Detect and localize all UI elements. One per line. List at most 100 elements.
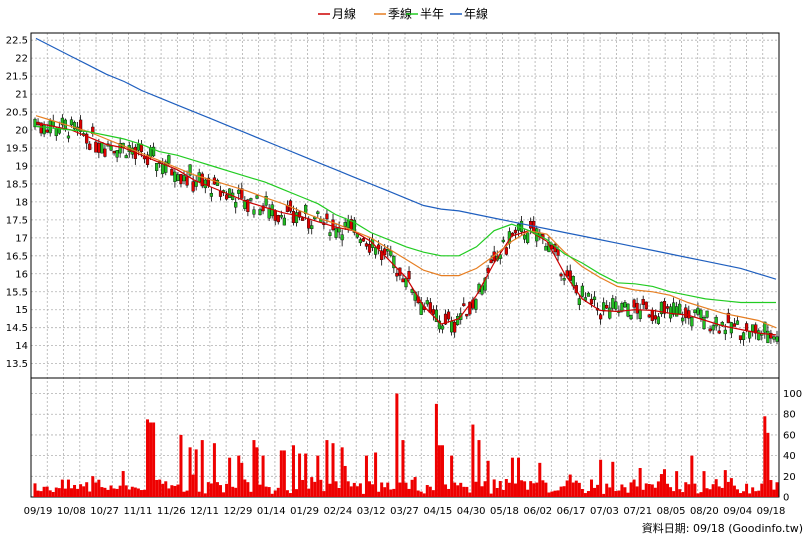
candle-body xyxy=(380,250,384,260)
volume-bar xyxy=(398,482,402,497)
volume-bar xyxy=(684,482,688,497)
volume-bar xyxy=(748,493,752,497)
candle-body xyxy=(392,256,396,269)
candle-body xyxy=(240,188,244,199)
volume-bar xyxy=(51,491,55,497)
volume-bar xyxy=(520,480,524,497)
candle-body xyxy=(316,211,320,214)
volume-bar xyxy=(647,484,651,497)
volume-bar xyxy=(596,484,600,497)
volume-bar xyxy=(590,479,593,497)
ma-line-季線 xyxy=(35,115,777,329)
candle-body xyxy=(769,332,773,339)
price-y-tick-label: 14 xyxy=(15,341,28,352)
candle-body xyxy=(258,209,262,216)
x-tick-label: 03/12 xyxy=(357,506,386,517)
volume-bar xyxy=(246,482,250,497)
candle-body xyxy=(185,176,189,186)
candle-body xyxy=(252,209,256,215)
volume-bar xyxy=(85,482,89,497)
candle-body xyxy=(450,321,454,333)
volume-bar xyxy=(766,432,770,497)
volume-bar xyxy=(465,486,469,497)
volume-bar xyxy=(586,491,590,497)
price-y-tick-label: 19 xyxy=(15,161,28,172)
candle-body xyxy=(744,323,749,331)
volume-bar xyxy=(94,482,98,497)
candle-body xyxy=(273,210,277,221)
candle-body xyxy=(261,205,265,212)
candle-body xyxy=(465,313,469,317)
candle-body xyxy=(161,163,165,174)
volume-bar xyxy=(316,455,320,497)
candle-body xyxy=(69,119,74,126)
candle-body xyxy=(565,270,569,277)
volume-bar xyxy=(88,491,92,497)
volume-y-tick-label: 40 xyxy=(783,451,796,462)
candle-body xyxy=(678,303,682,314)
volume-bar xyxy=(310,477,314,497)
candle-body xyxy=(681,317,685,322)
candle-body xyxy=(136,143,140,151)
volume-bar xyxy=(729,478,733,497)
volume-bar xyxy=(532,483,536,497)
volume-bar xyxy=(152,422,156,497)
volume-bar xyxy=(377,491,381,497)
x-tick-label: 02/24 xyxy=(323,506,352,517)
price-y-tick-label: 17 xyxy=(15,233,28,244)
legend-item-季線: 季線 xyxy=(374,6,412,21)
legend-item-月線: 月線 xyxy=(318,6,356,21)
volume-bar xyxy=(444,484,448,497)
candle-body xyxy=(696,307,700,315)
volume-bar xyxy=(447,488,451,497)
volume-bar xyxy=(225,483,229,497)
volume-bar xyxy=(568,474,572,497)
x-axis: 09/19 10/08 10/27 11/11 11/26 12/11 12/29 01/14… xyxy=(24,506,786,517)
volume-bar xyxy=(559,486,563,497)
volume-bar xyxy=(197,491,201,497)
candle-body xyxy=(483,277,487,291)
x-tick-label: 01/29 xyxy=(290,506,319,517)
volume-bar xyxy=(179,434,183,497)
volume-bar xyxy=(349,486,353,497)
candle-body xyxy=(66,135,71,139)
volume-bar xyxy=(495,487,499,497)
volume-bar xyxy=(599,459,603,497)
volume-bar xyxy=(456,485,460,497)
volume-bar xyxy=(407,488,411,497)
volume-bar xyxy=(745,483,749,497)
candle-body xyxy=(456,316,460,325)
candle-body xyxy=(714,316,718,327)
volume-bar xyxy=(374,452,378,497)
volume-bar xyxy=(541,480,545,497)
candle-body xyxy=(672,302,676,315)
volume-bar xyxy=(127,489,131,497)
x-tick-label: 11/11 xyxy=(124,506,153,517)
candle-body xyxy=(462,303,466,306)
candle-body xyxy=(501,239,505,243)
candle-body xyxy=(291,211,296,223)
volume-bar xyxy=(742,491,746,497)
volume-bar xyxy=(395,393,399,497)
candle-body xyxy=(48,120,52,134)
volume-bar xyxy=(720,487,724,497)
volume-bar xyxy=(480,486,484,497)
price-y-tick-label: 21 xyxy=(15,90,28,101)
candle-body xyxy=(723,329,727,335)
volume-bar xyxy=(322,491,326,497)
candle-body xyxy=(97,142,101,153)
data-date-footer: 資料日期: 09/18 (Goodinfo.tw) xyxy=(642,521,803,535)
candle-body xyxy=(170,168,174,176)
candle-body xyxy=(39,122,43,134)
candle-body xyxy=(772,336,776,340)
volume-bar xyxy=(474,481,478,497)
x-tick-label: 12/11 xyxy=(190,506,219,517)
volume-bar xyxy=(337,487,341,497)
candle-body xyxy=(589,298,594,305)
volume-bar xyxy=(632,479,636,497)
volume-bar xyxy=(735,489,739,497)
volume-bar xyxy=(161,483,165,497)
volume-bar xyxy=(112,488,116,497)
candle-body xyxy=(757,330,761,341)
volume-bar xyxy=(188,447,192,497)
